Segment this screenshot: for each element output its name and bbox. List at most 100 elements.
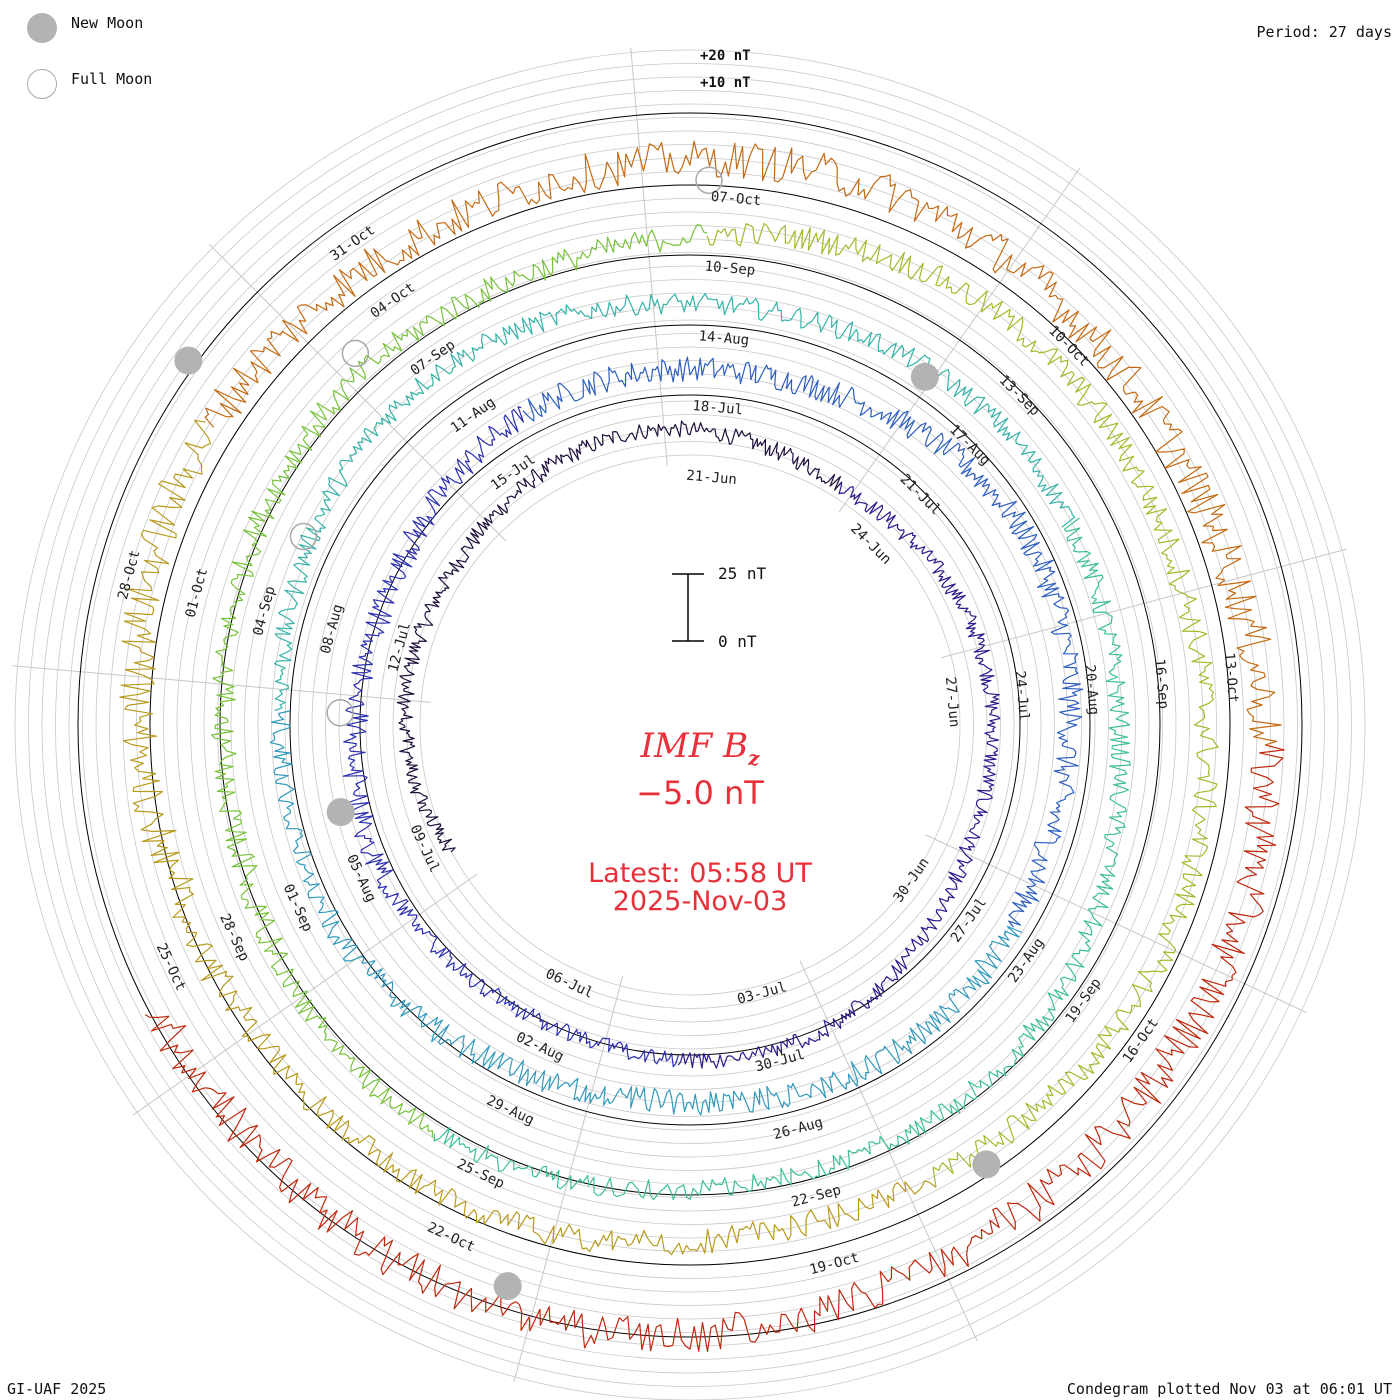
scale-bar-bottom-label: 0 nT <box>718 632 757 651</box>
latest-time: Latest: 05:58 UT 2025-Nov-03 <box>470 860 930 916</box>
date-tick-label: 29-Aug <box>484 1093 537 1129</box>
baseline-ring <box>219 254 1161 1196</box>
new-moon-legend-icon <box>27 13 57 43</box>
grid-ring <box>55 90 1325 1360</box>
date-tick-label: 08-Aug <box>318 603 347 656</box>
grid-ring <box>406 441 974 1009</box>
grid-ring <box>28 63 1352 1387</box>
date-tick-label: 09-Jul <box>407 822 443 875</box>
full-moon-marker <box>289 522 318 551</box>
new-moon-marker <box>326 798 355 827</box>
date-tick-label: 16-Sep <box>1151 658 1171 710</box>
date-tick-label: 22-Oct <box>425 1220 478 1256</box>
grid-ring <box>352 387 1028 1063</box>
full-moon-legend-label: Full Moon <box>71 70 153 88</box>
latest-time-line1: Latest: 05:58 UT <box>588 858 812 889</box>
date-tick-label: 07-Oct <box>710 189 762 209</box>
scale-bar <box>672 573 704 642</box>
grid-ring <box>14 49 1366 1400</box>
date-tick-label: 22-Sep <box>790 1182 843 1211</box>
date-tick-label: 01-Sep <box>280 882 316 935</box>
date-tick-label: 01-Oct <box>183 566 212 619</box>
new-moon-legend-label: New Moon <box>71 14 144 32</box>
bz-trace-segment <box>706 222 1219 1188</box>
bz-trace-segment <box>522 356 1084 928</box>
date-tick-label: 03-Jul <box>736 979 789 1008</box>
date-tick-label: 10-Sep <box>704 259 756 279</box>
day-spokes <box>12 47 1347 1382</box>
grid-ring <box>163 198 1217 1252</box>
bz-trace-segment <box>119 419 937 1256</box>
bz-trace-segment <box>204 140 1282 746</box>
grid-ring <box>325 360 1055 1090</box>
bz-trace-segment <box>677 482 1001 1069</box>
date-tick-label: 31-Oct <box>327 222 378 264</box>
date-tick-label: 27-Jun <box>942 676 962 728</box>
bz-trace-series <box>119 140 1285 1353</box>
bz-trace-segment <box>144 744 1285 1353</box>
date-tick-label: 20-Aug <box>1081 664 1101 716</box>
grid-ring <box>365 400 1015 1050</box>
footer-credit: GI-UAF 2025 <box>7 1380 107 1398</box>
date-tick-label: 13-Sep <box>996 372 1043 419</box>
grid-ring <box>122 157 1258 1293</box>
grid-rings <box>14 49 1366 1400</box>
scale-ring-label-20: +20 nT <box>700 48 751 64</box>
date-tick-label: 10-Oct <box>1045 323 1092 370</box>
grid-ring <box>41 76 1339 1374</box>
bz-trace-segment <box>396 420 843 853</box>
grid-ring <box>271 306 1109 1144</box>
date-tick-label: 28-Sep <box>216 911 252 964</box>
chart-title: IMF Bz <box>520 726 880 770</box>
grid-ring <box>392 427 988 1023</box>
date-tick-label: 23-Aug <box>1005 935 1047 986</box>
chart-title-sub: z <box>748 745 760 770</box>
date-tick-label: 26-Aug <box>772 1115 825 1144</box>
new-moon-marker <box>910 362 939 391</box>
grid-ring <box>244 279 1136 1171</box>
full-moon-marker <box>326 699 354 727</box>
grid-ring <box>419 454 961 996</box>
grid-ring <box>190 225 1190 1225</box>
bz-trace-segment <box>211 224 708 1138</box>
grid-ring <box>176 211 1204 1239</box>
full-moon-marker <box>695 166 723 195</box>
grid-ring <box>284 319 1096 1131</box>
baseline-ring <box>77 112 1303 1338</box>
full-moon-marker <box>341 339 370 368</box>
grid-ring <box>230 265 1150 1185</box>
new-moon-marker <box>174 346 203 375</box>
footer-plotted-time: Condegram plotted Nov 03 at 06:01 UT <box>1066 1380 1392 1398</box>
baseline-circles <box>77 112 1303 1338</box>
chart-title-main: IMF B <box>640 726 749 766</box>
date-tick-label: 13-Oct <box>1221 652 1241 704</box>
bz-trace-segment <box>433 517 1131 1201</box>
date-tick-label: 25-Sep <box>454 1156 507 1192</box>
date-tick-label: 18-Jul <box>692 398 744 418</box>
date-tick-label: 04-Sep <box>250 585 279 638</box>
grid-ring <box>203 238 1177 1212</box>
grid-ring <box>257 292 1123 1158</box>
date-tick-label: 19-Oct <box>808 1250 861 1279</box>
date-tick-label: 19-Sep <box>1063 975 1105 1026</box>
bz-trace-segment <box>274 293 1076 712</box>
new-moon-marker <box>493 1272 522 1301</box>
grid-ring <box>109 144 1271 1306</box>
date-tick-label: 25-Oct <box>153 941 189 994</box>
scale-bar-top-label: 25 nT <box>718 564 767 583</box>
latest-date-line2: 2025-Nov-03 <box>612 886 788 917</box>
grid-ring <box>298 333 1082 1117</box>
date-tick-label: 24-Jun <box>847 521 894 568</box>
moon-markers <box>174 166 1001 1301</box>
period-label: Period: 27 days <box>1256 23 1392 41</box>
baseline-ring <box>149 184 1231 1266</box>
date-tick-label: 24-Jul <box>1012 670 1032 722</box>
grid-ring <box>379 414 1001 1036</box>
scale-ring-label-10: +10 nT <box>700 75 751 91</box>
grid-ring <box>95 130 1285 1320</box>
date-tick-label: 21-Jun <box>686 468 738 488</box>
full-moon-legend-icon <box>27 69 57 99</box>
bz-trace-segment <box>269 710 1023 1116</box>
latest-value: −5.0 nT <box>636 774 764 812</box>
